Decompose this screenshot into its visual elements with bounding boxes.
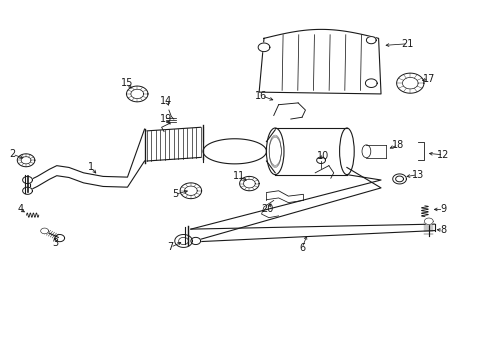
Polygon shape <box>239 176 259 191</box>
Text: 10: 10 <box>317 150 329 161</box>
Text: 21: 21 <box>401 39 413 49</box>
Text: 11: 11 <box>232 171 244 181</box>
Polygon shape <box>22 176 32 184</box>
Polygon shape <box>259 30 380 94</box>
Text: 12: 12 <box>436 150 448 160</box>
Polygon shape <box>365 79 376 87</box>
Polygon shape <box>17 154 35 167</box>
Text: 5: 5 <box>172 189 178 199</box>
Text: 19: 19 <box>160 114 172 124</box>
Polygon shape <box>41 228 48 234</box>
Text: 17: 17 <box>422 74 434 84</box>
Polygon shape <box>55 234 64 242</box>
Polygon shape <box>273 128 346 175</box>
Ellipse shape <box>339 128 353 175</box>
Text: 4: 4 <box>17 204 23 215</box>
Polygon shape <box>316 157 325 163</box>
Text: 13: 13 <box>410 170 423 180</box>
Polygon shape <box>203 139 266 164</box>
Text: 3: 3 <box>52 238 58 248</box>
Text: 18: 18 <box>391 140 404 150</box>
Ellipse shape <box>266 128 284 175</box>
Polygon shape <box>126 86 148 102</box>
Text: 2: 2 <box>9 149 16 159</box>
Polygon shape <box>396 73 423 93</box>
Text: 14: 14 <box>160 96 172 106</box>
Polygon shape <box>395 176 403 182</box>
Text: 9: 9 <box>440 204 446 215</box>
Polygon shape <box>366 37 375 44</box>
Polygon shape <box>258 43 269 51</box>
Text: 15: 15 <box>121 78 133 88</box>
Polygon shape <box>22 187 32 194</box>
Ellipse shape <box>361 145 370 158</box>
Text: 8: 8 <box>440 225 446 235</box>
Text: 6: 6 <box>298 243 305 253</box>
Text: 1: 1 <box>88 162 94 172</box>
Polygon shape <box>424 218 432 225</box>
Text: 7: 7 <box>167 242 173 252</box>
Polygon shape <box>180 183 201 199</box>
Polygon shape <box>174 234 192 247</box>
Text: 16: 16 <box>255 91 267 101</box>
Text: 20: 20 <box>261 204 274 214</box>
Polygon shape <box>392 174 406 184</box>
Polygon shape <box>190 237 200 244</box>
